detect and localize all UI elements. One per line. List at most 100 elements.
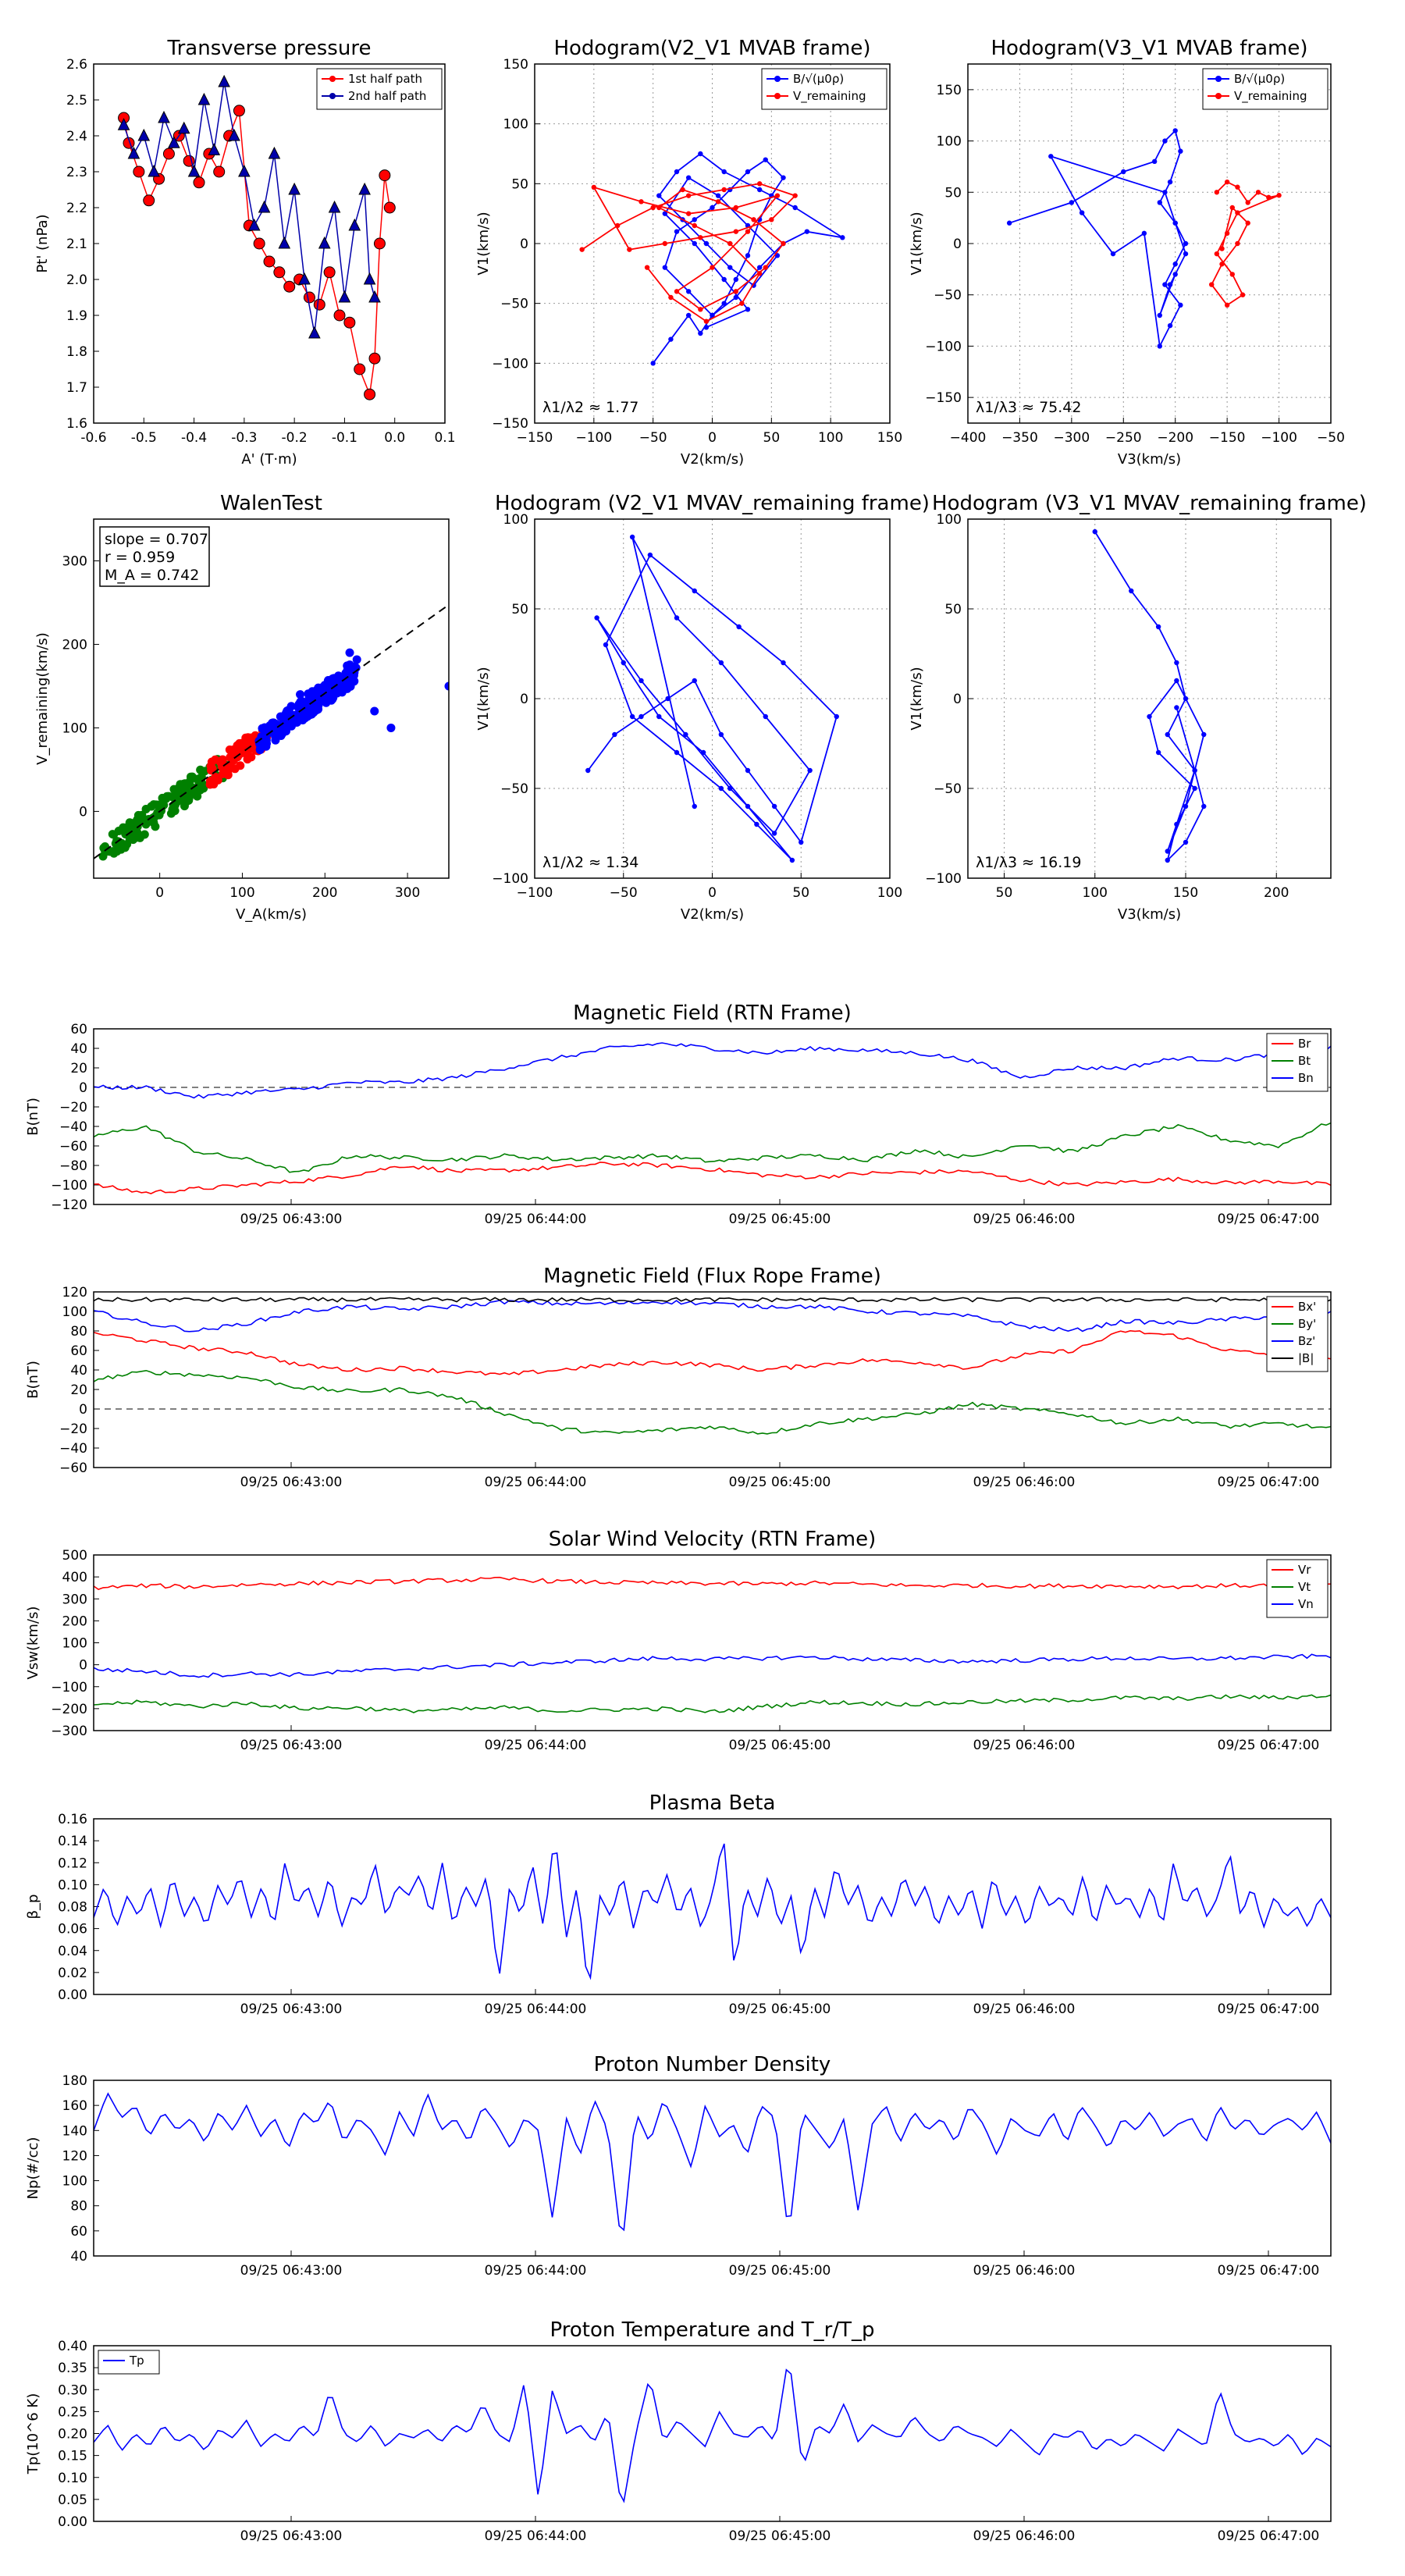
data-point	[1165, 857, 1170, 863]
data-point	[354, 363, 366, 375]
data-point	[1192, 767, 1197, 774]
data-point	[638, 713, 644, 720]
data-point	[792, 193, 798, 198]
data-point	[368, 352, 381, 365]
y-tick-label: 2.0	[66, 272, 87, 288]
data-point	[373, 237, 386, 250]
y-axis-label: B(nT)	[25, 1361, 41, 1399]
x-tick-label: 300	[395, 885, 420, 901]
y-tick-label: 50	[944, 185, 962, 201]
y-axis-label: Vsw(km/s)	[25, 1606, 41, 1680]
y-tick-label: 0.35	[58, 2361, 87, 2376]
x-tick-label: 09/25 06:44:00	[485, 2263, 587, 2279]
data-point	[792, 205, 798, 211]
data-point	[674, 615, 680, 621]
y-tick-label: −100	[51, 1680, 87, 1695]
data-point	[1155, 624, 1161, 630]
scatter-point	[184, 793, 194, 802]
series-line-Br	[94, 1162, 1331, 1194]
data-point	[662, 211, 668, 216]
x-tick-label: -0.1	[332, 430, 357, 446]
y-tick-label: 0.12	[58, 1856, 87, 1871]
legend-box	[761, 68, 887, 110]
data-point	[343, 316, 356, 329]
scatter-point	[200, 767, 209, 776]
data-point	[1048, 154, 1054, 159]
y-tick-label: 2.6	[66, 57, 87, 73]
data-point	[674, 169, 680, 175]
y-tick-label: 0	[79, 1658, 87, 1674]
y-tick-label: 1.9	[66, 308, 87, 324]
chart-solar-wind-velocity: Solar Wind Velocity (RTN Frame) −300 −200 −…	[25, 1528, 1332, 1753]
y-tick-label: 160	[62, 2098, 87, 2114]
data-point	[218, 74, 230, 87]
y-tick-label: 0.00	[58, 2514, 87, 2530]
x-tick-label: 09/25 06:43:00	[240, 1475, 343, 1490]
data-point	[579, 247, 585, 252]
data-point	[674, 749, 680, 756]
y-tick-label: 0	[953, 692, 962, 707]
y-tick-label: −100	[492, 871, 528, 887]
data-point	[745, 767, 751, 774]
x-tick-label: -0.2	[282, 430, 308, 446]
data-point	[763, 713, 768, 720]
y-tick-label: 40	[70, 2249, 87, 2265]
data-point	[700, 749, 706, 756]
legend-box	[1266, 1296, 1329, 1372]
series-line-By'	[94, 1369, 1331, 1435]
data-point	[650, 361, 656, 366]
data-point	[1219, 246, 1225, 251]
x-tick-label: 09/25 06:44:00	[485, 1738, 587, 1753]
data-point	[1162, 282, 1168, 287]
scatter-point	[236, 761, 245, 770]
scatter-point	[119, 823, 128, 832]
x-tick-label: 09/25 06:45:00	[729, 1738, 831, 1753]
data-point	[1165, 731, 1170, 738]
data-point	[710, 312, 715, 318]
data-point	[197, 92, 211, 105]
scatter-point	[159, 800, 169, 809]
y-tick-label: 120	[62, 1285, 87, 1300]
x-tick-label: -0.6	[80, 430, 106, 446]
y-axis-label: V1(km/s)	[475, 667, 492, 730]
data-point	[1121, 169, 1126, 175]
y-tick-label: 0.40	[58, 2339, 87, 2354]
data-point	[1167, 179, 1173, 185]
data-point	[1240, 292, 1246, 297]
y-tick-label: −100	[925, 871, 962, 887]
data-point	[621, 660, 626, 666]
annotation: λ1/λ3 ≈ 75.42	[976, 399, 1081, 416]
data-point	[1229, 205, 1235, 211]
data-point	[745, 253, 751, 258]
y-tick-label: 120	[62, 2148, 87, 2164]
data-point	[771, 803, 777, 809]
y-tick-label: 400	[62, 1570, 87, 1585]
chart-title: Solar Wind Velocity (RTN Frame)	[549, 1528, 876, 1551]
legend-label: B/√(μ0ρ)	[793, 72, 844, 86]
scatter-point	[345, 648, 354, 657]
data-point	[1172, 128, 1178, 133]
data-point	[710, 205, 715, 211]
data-point	[1245, 220, 1250, 226]
data-point	[1224, 230, 1230, 237]
data-point	[148, 164, 160, 177]
data-point	[703, 325, 710, 330]
data-point	[627, 247, 632, 252]
plot-area	[94, 2368, 1331, 2503]
x-tick-label: 0	[708, 885, 717, 901]
chart-magnetic-field-rtn: Magnetic Field (RTN Frame) −120 −100 −80 −60…	[25, 1002, 1332, 1227]
x-tick-label: 0	[708, 430, 717, 446]
data-point	[318, 236, 331, 249]
chart-transverse-pressure: Transverse pressure 1.6 1.7 1.8 1.9 2.0 2.1 2.2…	[34, 37, 456, 468]
data-point	[158, 110, 170, 123]
data-point	[298, 272, 311, 285]
data-point	[1151, 158, 1158, 165]
data-point	[368, 290, 381, 303]
data-point	[692, 588, 697, 594]
x-tick-label: 09/25 06:46:00	[973, 2263, 1076, 2279]
x-tick-label: 09/25 06:44:00	[485, 2528, 587, 2544]
y-tick-label: −200	[51, 1702, 87, 1717]
y-axis-label: V1(km/s)	[909, 212, 925, 275]
scatter-point	[386, 723, 396, 732]
